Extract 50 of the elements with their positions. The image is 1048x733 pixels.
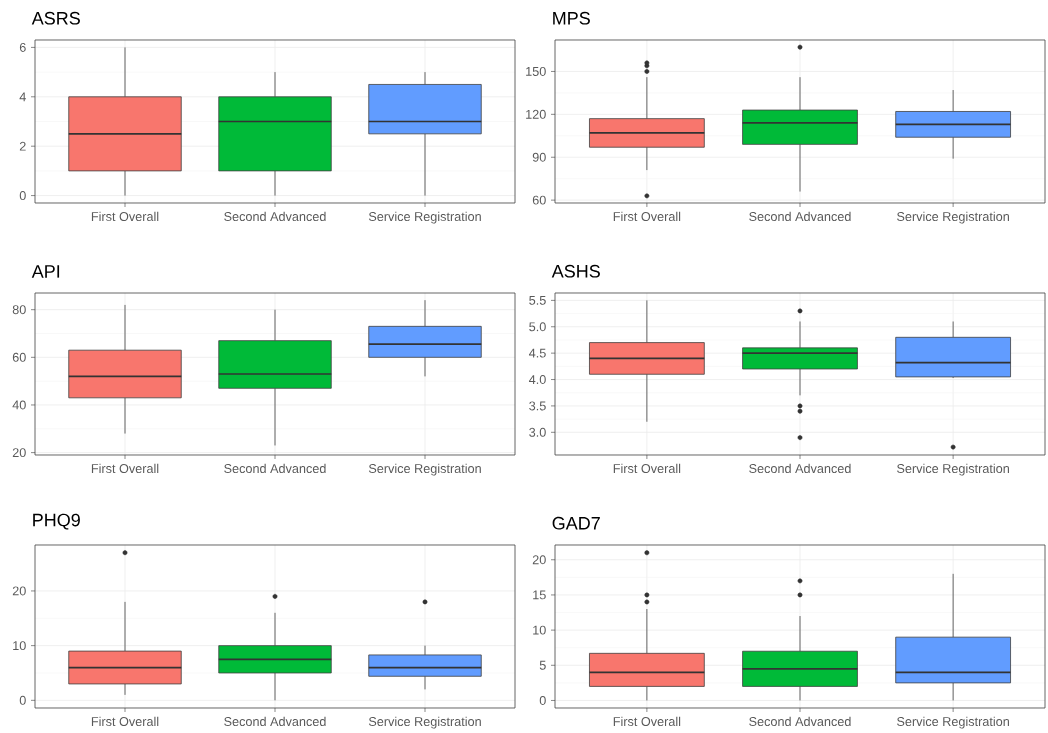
x-tick-label: First Overall — [91, 211, 159, 222]
y-tick-label: 120 — [526, 109, 546, 119]
y-tick-label: 5.0 — [529, 322, 546, 332]
x-tick-label: Second Advanced — [749, 463, 851, 474]
y-tick-label: 5.5 — [529, 295, 546, 305]
y-tick-label: 40 — [12, 400, 26, 410]
y-tick-label: 5 — [539, 660, 546, 670]
x-tick-label: First Overall — [613, 463, 681, 474]
x-tick-label: Second Advanced — [749, 211, 851, 222]
chart-title: ASRS — [31, 11, 80, 25]
chart-title: API — [31, 265, 60, 278]
chart-title: ASHS — [551, 264, 600, 278]
y-tick-label: 3.5 — [529, 401, 546, 411]
y-tick-label: 2 — [19, 141, 26, 151]
y-tick-label: 15 — [533, 590, 546, 600]
y-tick-label: 10 — [533, 625, 546, 635]
x-tick-label: Service Registration — [897, 716, 1009, 729]
x-tick-label: Second Advanced — [224, 716, 326, 727]
y-tick-label: 4 — [19, 92, 26, 102]
y-tick-label: 80 — [12, 305, 26, 315]
y-tick-label: 60 — [12, 352, 26, 362]
x-tick-label: Service Registration — [368, 716, 481, 729]
x-tick-label: Service Registration — [368, 211, 481, 224]
y-tick-label: 60 — [532, 195, 546, 205]
x-tick-label: First Overall — [91, 463, 159, 474]
y-tick-label: 4.0 — [528, 375, 546, 385]
x-tick-label: Service Registration — [368, 463, 481, 476]
chart-title: MPS — [553, 11, 590, 25]
x-tick-label: Second Advanced — [749, 716, 851, 727]
y-tick-label: 150 — [526, 66, 546, 76]
y-tick-label: 4.5 — [528, 348, 546, 358]
chart-title: GAD7 — [552, 516, 600, 530]
chart-title: PHQ9 — [33, 513, 80, 530]
x-tick-label: Service Registration — [897, 463, 1009, 476]
x-tick-label: First Overall — [91, 716, 159, 727]
y-tick-label: 20 — [12, 586, 26, 596]
y-tick-label: 20 — [12, 448, 26, 458]
y-tick-label: 90 — [532, 152, 546, 162]
x-tick-label: Second Advanced — [224, 211, 326, 222]
x-tick-label: First Overall — [613, 211, 681, 222]
y-tick-label: 0 — [539, 695, 546, 705]
y-tick-label: 10 — [13, 641, 26, 651]
y-tick-label: 0 — [19, 191, 26, 201]
y-tick-label: 20 — [532, 555, 546, 565]
y-tick-label: 3.0 — [529, 427, 546, 437]
x-tick-label: Service Registration — [897, 211, 1009, 224]
x-tick-label: Second Advanced — [224, 463, 326, 474]
y-tick-label: 6 — [19, 42, 26, 52]
x-tick-label: First Overall — [613, 716, 681, 727]
y-tick-label: 0 — [19, 695, 26, 705]
